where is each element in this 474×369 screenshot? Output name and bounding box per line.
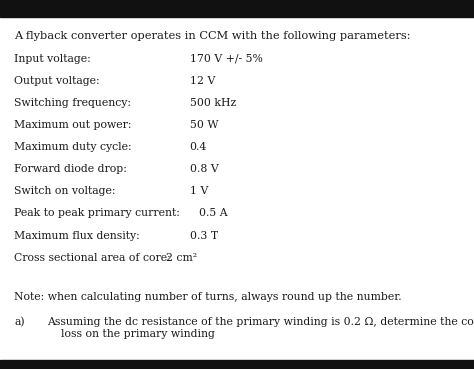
- Text: 1 V: 1 V: [190, 186, 208, 196]
- Bar: [0, 0, 474, 17]
- Text: Note: when calculating number of turns, always round up the number.: Note: when calculating number of turns, …: [14, 292, 402, 301]
- Text: Switch on voltage:: Switch on voltage:: [14, 186, 116, 196]
- Bar: [0, 360, 474, 369]
- Text: Input voltage:: Input voltage:: [14, 54, 91, 63]
- Text: 0.8 V: 0.8 V: [190, 164, 219, 174]
- Text: 170 V +/- 5%: 170 V +/- 5%: [190, 54, 263, 63]
- Text: 50 W: 50 W: [190, 120, 218, 130]
- Text: 12 V: 12 V: [190, 76, 215, 86]
- Text: Maximum out power:: Maximum out power:: [14, 120, 132, 130]
- Text: Maximum flux density:: Maximum flux density:: [14, 231, 140, 241]
- Text: Forward diode drop:: Forward diode drop:: [14, 164, 127, 174]
- Text: Peak to peak primary current:: Peak to peak primary current:: [14, 208, 180, 218]
- Text: 2 cm²: 2 cm²: [166, 253, 197, 263]
- Text: Output voltage:: Output voltage:: [14, 76, 100, 86]
- Text: 0.3 T: 0.3 T: [190, 231, 218, 241]
- Text: Maximum duty cycle:: Maximum duty cycle:: [14, 142, 132, 152]
- Text: Cross sectional area of core:: Cross sectional area of core:: [14, 253, 171, 263]
- Text: b): b): [14, 365, 26, 369]
- Text: 0.5 A: 0.5 A: [199, 208, 228, 218]
- Text: Switching frequency:: Switching frequency:: [14, 98, 131, 108]
- Text: Calculate copper loss on the secondary winding assuming  dc resistance of 0.1 Ω: Calculate copper loss on the secondary w…: [47, 365, 474, 369]
- Text: 500 kHz: 500 kHz: [190, 98, 236, 108]
- Text: A flyback converter operates in CCM with the following parameters:: A flyback converter operates in CCM with…: [14, 31, 410, 41]
- Text: a): a): [14, 317, 25, 327]
- Text: 0.4: 0.4: [190, 142, 207, 152]
- Text: Assuming the dc resistance of the primary winding is 0.2 Ω, determine the copper: Assuming the dc resistance of the primar…: [47, 317, 474, 339]
